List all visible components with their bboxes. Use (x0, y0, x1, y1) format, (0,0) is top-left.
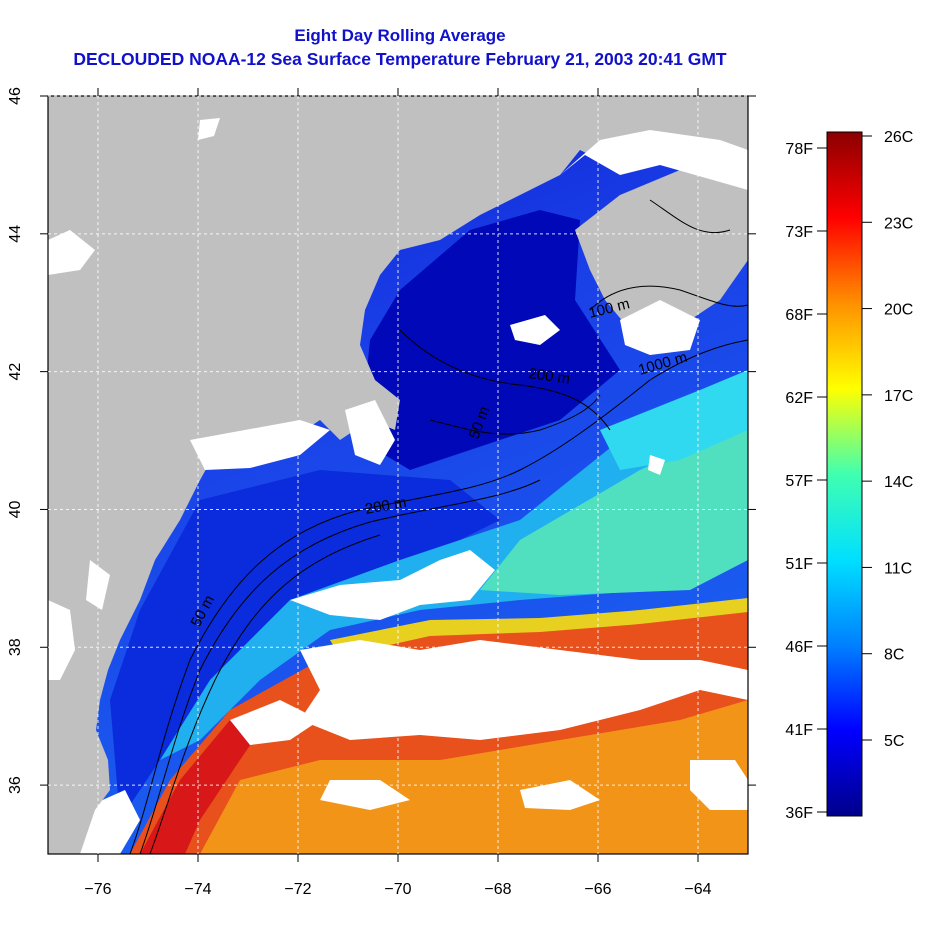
latitude-tick-label: 40 (7, 500, 24, 518)
colorbar-fahrenheit-label: 57F (785, 473, 813, 490)
nova-scotia-land (575, 160, 748, 340)
gulf-of-maine-cold-water (360, 210, 620, 470)
longitude-tick-label: −76 (84, 881, 111, 898)
longitude-tick-label: −70 (384, 881, 411, 898)
contour-label-200m-gom: 200 m (527, 365, 571, 388)
colorbar-celsius-label: 17C (884, 388, 913, 405)
contour-label-200m-mid: 200 m (364, 494, 408, 518)
us-east-coast-land (48, 96, 748, 854)
map-title-line2: DECLOUDED NOAA-12 Sea Surface Temperatur… (73, 49, 727, 69)
longitude-tick-label: −66 (584, 881, 611, 898)
temperature-colorbar (826, 131, 863, 817)
colorbar-celsius-label: 14C (884, 474, 913, 491)
inland-white-areas (48, 118, 748, 680)
shelf-water (110, 470, 500, 820)
latitude-axis: 36 38 40 42 44 46 (7, 87, 756, 794)
colorbar-fahrenheit-label: 46F (785, 639, 813, 656)
map-title-line1: Eight Day Rolling Average (294, 26, 506, 45)
colorbar-celsius-label: 20C (884, 302, 913, 319)
longitude-axis: −76 −74 −72 −70 −68 −66 −64 (84, 88, 712, 898)
landmass (48, 96, 748, 854)
colorbar-celsius-scale: 26C 23C 20C 17C 14C 11C 8C 5C (862, 129, 913, 750)
longitude-tick-label: −74 (184, 881, 211, 898)
colorbar-fahrenheit-label: 68F (785, 307, 813, 324)
latitude-tick-label: 44 (7, 225, 24, 243)
longitude-tick-label: −68 (484, 881, 511, 898)
slope-water-cyan (600, 370, 748, 470)
colorbar-celsius-label: 11C (884, 560, 912, 577)
colorbar-celsius-label: 5C (884, 733, 904, 750)
colorbar-fahrenheit-label: 51F (785, 556, 813, 573)
colorbar-celsius-label: 23C (884, 215, 913, 232)
gulf-stream-yellow-edge (330, 598, 748, 656)
latitude-tick-label: 46 (7, 87, 24, 105)
longitude-tick-label: −64 (684, 881, 711, 898)
colorbar-fahrenheit-label: 36F (785, 805, 813, 822)
colorbar-fahrenheit-label: 78F (785, 141, 813, 158)
colorbar-fahrenheit-label: 73F (785, 224, 813, 241)
bathymetry-contours (129, 199, 748, 854)
colorbar-fahrenheit-label: 41F (785, 722, 813, 739)
colorbar-fahrenheit-label: 62F (785, 390, 813, 407)
colorbar-celsius-label: 8C (884, 647, 904, 664)
latitude-tick-label: 42 (7, 363, 24, 381)
sargasso-warm (200, 700, 748, 854)
graticule (48, 95, 748, 854)
slope-water-green (480, 420, 748, 595)
colorbar-fahrenheit-scale: 78F 73F 68F 62F 57F 51F 46F 41F 36F (785, 141, 827, 822)
latitude-tick-label: 38 (7, 638, 24, 656)
latitude-tick-label: 36 (7, 776, 24, 794)
colorbar-celsius-label: 26C (884, 129, 913, 146)
longitude-tick-label: −72 (284, 881, 311, 898)
